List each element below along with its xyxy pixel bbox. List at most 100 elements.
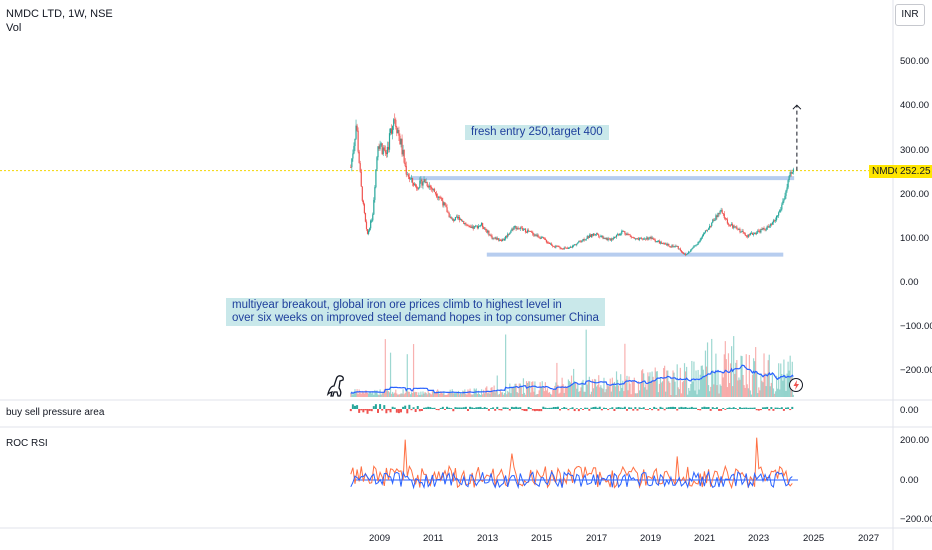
candle-body (352, 153, 354, 159)
volume-label[interactable]: Vol (6, 22, 22, 34)
candle-body (667, 244, 669, 246)
volume-bar (675, 394, 677, 397)
candle-body (749, 233, 752, 235)
volume-bar (425, 392, 427, 397)
volume-bar (704, 350, 707, 397)
volume-bar (784, 374, 786, 397)
volume-bar (579, 390, 581, 397)
candle-body (439, 197, 441, 198)
volume-bar (546, 388, 549, 397)
candle-body (676, 246, 678, 247)
pressure-bar (462, 407, 465, 409)
news-note[interactable]: multiyear breakout, global iron ore pric… (226, 298, 605, 326)
volume-bar (719, 384, 721, 397)
pressure-bar (473, 407, 476, 409)
volume-bar (586, 384, 588, 397)
candle-body (388, 133, 391, 150)
pressure-bar (475, 407, 478, 409)
volume-bar (660, 382, 663, 397)
candle-body (784, 195, 786, 200)
volume-bar (559, 392, 561, 397)
candle-body (675, 245, 677, 247)
candle-body (750, 232, 753, 234)
volume-bar (749, 390, 752, 397)
volume-bar (532, 381, 534, 397)
volume-bar (739, 379, 741, 397)
volume-bar (761, 380, 763, 397)
volume-bar (672, 370, 674, 397)
volume-bar (744, 387, 746, 397)
candle-body (362, 200, 364, 205)
symbol-title[interactable]: NMDC LTD, 1W, NSE (6, 8, 113, 20)
volume-bar (770, 382, 772, 397)
pressure-bar (437, 409, 440, 411)
candle-body (760, 229, 762, 233)
roc-pane-label[interactable]: ROC RSI (6, 438, 48, 449)
pressure-bar (582, 409, 585, 410)
candle-body (485, 228, 487, 231)
volume-bar (581, 381, 583, 397)
volume-bar (659, 377, 662, 397)
volume-bar (512, 387, 514, 397)
candle-body (408, 176, 410, 180)
pressure-bar (456, 407, 459, 409)
volume-bar (449, 389, 451, 397)
volume-bar (359, 391, 361, 397)
candle-body (593, 233, 596, 235)
volume-bar (563, 393, 565, 397)
volume-bar (758, 387, 760, 397)
candle-body (758, 230, 760, 232)
pressure-bar (356, 405, 359, 409)
candle-body (619, 234, 621, 236)
candle-body (701, 235, 703, 238)
candle-body (571, 245, 574, 248)
candle-body (690, 249, 692, 252)
volume-bar (570, 375, 573, 397)
candle-body (588, 234, 590, 238)
candle-body (543, 238, 545, 240)
volume-bar (571, 383, 574, 397)
candle-body (539, 237, 541, 239)
volume-bar (664, 365, 666, 397)
currency-button[interactable]: INR (895, 4, 925, 26)
volume-bar (778, 363, 780, 397)
pressure-bar (692, 407, 695, 409)
volume-bar (441, 391, 443, 397)
candle-body (498, 239, 500, 241)
volume-bar (687, 394, 689, 397)
candle-body (657, 240, 659, 242)
volume-bar (511, 387, 513, 397)
volume-bar (754, 361, 756, 397)
candle-body (611, 238, 613, 240)
pressure-bar (400, 409, 403, 413)
volume-bar (523, 392, 526, 397)
volume-bar (382, 391, 384, 397)
candle-body (385, 152, 387, 155)
target-note[interactable]: fresh entry 250,target 400 (465, 125, 609, 140)
volume-bar (404, 392, 406, 397)
volume-bar (742, 374, 744, 397)
candle-body (735, 226, 737, 228)
candle-body (752, 233, 755, 235)
pressure-pane-label[interactable]: buy sell pressure area (6, 407, 105, 418)
candle-body (773, 220, 776, 222)
candle-body (446, 207, 448, 213)
volume-bar (558, 393, 560, 397)
volume-bar (521, 393, 523, 397)
pressure-bar (782, 409, 785, 411)
volume-bar (535, 394, 537, 397)
candle-body (634, 238, 636, 240)
candle-body (626, 233, 628, 235)
candle-body (489, 234, 491, 236)
volume-bar (498, 393, 500, 397)
pressure-bar (508, 409, 511, 411)
lightning-icon[interactable] (789, 378, 803, 392)
candle-body (740, 231, 742, 233)
candle-body (434, 192, 437, 194)
pressure-bar (481, 408, 484, 409)
volume-bar (431, 390, 433, 397)
pressure-bar (358, 409, 361, 413)
candle-body (682, 252, 685, 255)
volume-bar (568, 381, 571, 397)
